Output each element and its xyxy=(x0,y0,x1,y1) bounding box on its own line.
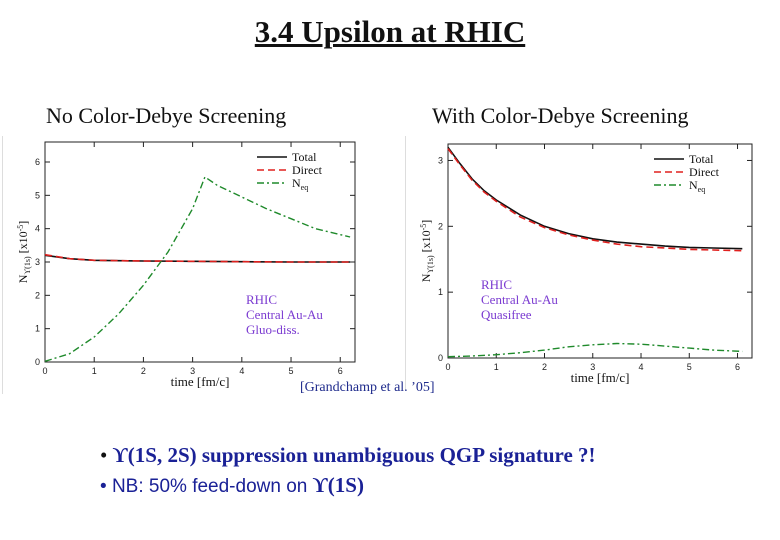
chart-0-y-axis-label: Nϒ(1s) [x10-5] xyxy=(16,221,32,284)
chart-0-y-axis-label-exp: -5 xyxy=(16,225,25,232)
chart-0-legend-label-neq: Neq xyxy=(292,176,308,192)
chart-0-y-tick-label: 2 xyxy=(35,290,40,300)
chart-0-x-tick-label: 3 xyxy=(190,366,195,376)
chart-0-y-tick-label: 5 xyxy=(35,190,40,200)
chart-0-legend-label-total: Total xyxy=(292,150,317,164)
chart-0-series-neq xyxy=(44,175,351,362)
chart-1-series-total xyxy=(447,146,743,250)
chart-1-y-tick-label: 2 xyxy=(438,221,443,231)
chart-0-series-total xyxy=(44,254,351,263)
chart-0-legend-label-direct: Direct xyxy=(292,163,323,177)
chart-1-legend-label-sub: eq xyxy=(698,185,706,194)
chart-1-y-axis-label-unit: [x10 xyxy=(419,230,433,255)
slide-title: 3.4 Upsilon at RHIC xyxy=(254,14,526,49)
upsilon-states: ϒ(1S, 2S) xyxy=(112,443,197,467)
chart-0-y-tick-label: 3 xyxy=(35,257,40,267)
chart-1-x-tick-label: 6 xyxy=(735,362,740,372)
left-panel-heading: No Color-Debye Screening xyxy=(46,103,287,128)
chart-1-x-tick-label: 4 xyxy=(639,362,644,372)
chart-1-y-tick-label: 3 xyxy=(438,155,443,165)
chart-0-y-axis-label-sub: ϒ(1s) xyxy=(23,256,32,275)
chart-0-plot-frame xyxy=(44,141,356,363)
chart-1-annotation-line: Central Au-Au xyxy=(481,292,558,307)
bullet-1-text: suppression unambiguous QGP signature ?! xyxy=(196,443,596,467)
upsilon-ground-state: ϒ(1S) xyxy=(312,473,364,497)
chart-1-x-tick-label: 3 xyxy=(590,362,595,372)
chart-1-legend-label-neq: Neq xyxy=(689,178,705,194)
chart-0-x-tick-label: 6 xyxy=(338,366,343,376)
bullet-marker: • xyxy=(100,476,107,497)
chart-0-y-tick-label: 0 xyxy=(35,357,40,367)
chart-1-y-tick-label: 1 xyxy=(438,287,443,297)
chart-0-x-tick-label: 5 xyxy=(289,366,294,376)
chart-0-y-axis-label-unit: [x10 xyxy=(16,231,30,256)
chart-1-series-direct xyxy=(447,148,743,252)
chart-0-legend-label-main: N xyxy=(292,176,301,190)
chart-1-y-axis-label-main: N xyxy=(419,273,433,282)
chart-1-plot-frame xyxy=(447,143,753,359)
chart-with-screening: 0 1 2 3 4 5 6 0 1 2 3 time [fm/c] Nϒ(1s) [x10-5] Tota… xyxy=(405,136,762,390)
chart-1-legend-label-direct: Direct xyxy=(689,165,720,179)
chart-0-x-tick-label: 4 xyxy=(239,366,244,376)
bullet-item-1: • ϒ(1S, 2S) suppression unambiguous QGP … xyxy=(100,440,596,470)
bullet-item-2: • NB: 50% feed-down on ϒ(1S) xyxy=(100,470,596,502)
chart-1-x-tick-label: 1 xyxy=(494,362,499,372)
chart-0-annotation-line: RHIC xyxy=(246,292,277,307)
chart-1-y-axis-label-sub: ϒ(1s) xyxy=(426,255,435,274)
chart-0-x-tick-label: 1 xyxy=(92,366,97,376)
chart-1-legend-label-total: Total xyxy=(689,152,714,166)
chart-0-y-axis-label-close: ] xyxy=(16,221,30,225)
chart-0-annotation-line: Gluo-diss. xyxy=(246,322,300,337)
chart-0-y-tick-label: 4 xyxy=(35,224,40,234)
chart-0-annotation-line: Central Au-Au xyxy=(246,307,323,322)
chart-1-y-axis-label-close: ] xyxy=(419,220,433,224)
chart-0-x-tick-label: 0 xyxy=(42,366,47,376)
chart-no-screening: 0 1 2 3 4 5 6 0 1 2 3 4 5 6 time [fm/c] Nϒ(1s) [x10-5] T… xyxy=(2,136,369,394)
bullet-list: • ϒ(1S, 2S) suppression unambiguous QGP … xyxy=(100,440,596,502)
chart-0-y-axis-label-main: N xyxy=(16,274,30,283)
chart-0-legend-label-sub: eq xyxy=(301,183,309,192)
chart-1-series-neq xyxy=(447,342,743,358)
chart-1-annotation-line: RHIC xyxy=(481,277,512,292)
chart-1-x-tick-label: 5 xyxy=(687,362,692,372)
bullet-marker: • xyxy=(100,443,108,467)
citation: [Grandchamp et al. ’05] xyxy=(300,380,435,395)
chart-1-y-axis-label: Nϒ(1s) [x10-5] xyxy=(419,220,435,283)
chart-1-x-tick-label: 0 xyxy=(445,362,450,372)
chart-1-x-axis-label: time [fm/c] xyxy=(571,370,630,385)
chart-1-legend-label-main: N xyxy=(689,178,698,192)
bullet-2-text: NB: 50% feed-down on xyxy=(111,476,313,497)
chart-1-y-tick-label: 0 xyxy=(438,353,443,363)
chart-1-x-tick-label: 2 xyxy=(542,362,547,372)
chart-1-annotation-line: Quasifree xyxy=(481,307,532,322)
right-panel-heading: With Color-Debye Screening xyxy=(432,103,689,128)
chart-0-y-tick-label: 6 xyxy=(35,157,40,167)
chart-0-y-tick-label: 1 xyxy=(35,324,40,334)
chart-0-series-direct xyxy=(44,253,351,263)
chart-1-y-axis-label-exp: -5 xyxy=(419,224,428,231)
chart-0-x-tick-label: 2 xyxy=(141,366,146,376)
chart-0-x-axis-label: time [fm/c] xyxy=(171,374,230,389)
